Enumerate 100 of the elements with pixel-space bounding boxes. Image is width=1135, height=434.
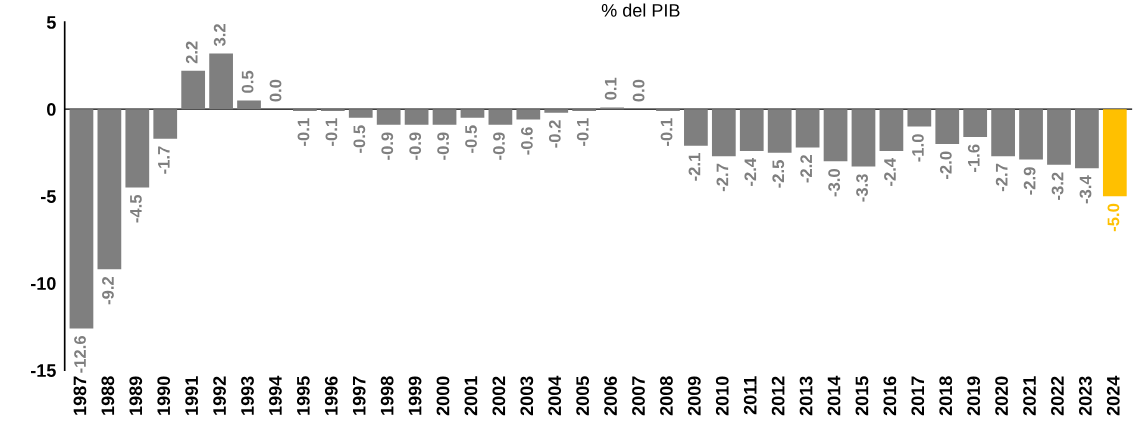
data-label: -3.3 xyxy=(856,174,868,202)
bar xyxy=(209,53,233,110)
x-tick-label: 2017 xyxy=(911,376,925,416)
bar xyxy=(739,109,764,151)
x-tick-label: 1998 xyxy=(380,376,394,415)
x-tick-label: 2001 xyxy=(464,376,478,416)
data-label: -2.1 xyxy=(688,153,701,181)
x-tick-label: 1992 xyxy=(213,376,226,415)
bar xyxy=(432,109,457,125)
x-tick-label: 2020 xyxy=(995,376,1008,416)
data-label: -0.6 xyxy=(520,127,533,155)
chart-title: % del PIB xyxy=(601,3,680,17)
x-tick-label: 1991 xyxy=(185,376,199,415)
bar xyxy=(991,109,1015,157)
bar xyxy=(544,109,569,113)
x-tick-label: 2018 xyxy=(939,376,953,416)
x-tick-label: 2006 xyxy=(604,376,617,416)
bar xyxy=(404,109,429,125)
y-tick-label: 0 xyxy=(47,103,56,116)
x-tick-label: 2005 xyxy=(576,376,590,416)
bar xyxy=(97,109,122,270)
bar xyxy=(237,100,261,110)
x-tick-label: 1993 xyxy=(241,376,254,415)
x-tick-label: 2009 xyxy=(687,376,701,416)
data-label: -0.1 xyxy=(660,118,673,146)
y-tick-label: 5 xyxy=(46,16,56,29)
data-label: -2.2 xyxy=(800,155,812,183)
data-label: -0.9 xyxy=(493,132,505,160)
x-tick-label: 2013 xyxy=(799,376,813,416)
data-label: -0.5 xyxy=(465,125,477,153)
x-tick-label: 2008 xyxy=(660,376,673,416)
bar xyxy=(348,109,373,118)
data-label: -0.9 xyxy=(437,132,450,160)
x-tick-label: 1996 xyxy=(324,376,338,415)
data-label: -4.5 xyxy=(130,194,142,223)
x-tick-label: 1988 xyxy=(101,376,115,415)
bar xyxy=(125,109,150,188)
x-tick-label: 2022 xyxy=(1051,376,1064,416)
x-tick-label: 2023 xyxy=(1078,376,1092,416)
bar xyxy=(1075,109,1099,169)
data-label: -2.7 xyxy=(716,163,729,192)
data-label: 0.0 xyxy=(632,79,645,102)
data-label: -2.7 xyxy=(995,163,1008,192)
x-tick-label: 2015 xyxy=(855,376,869,416)
data-label: 3.2 xyxy=(213,24,226,47)
x-tick-label: 2010 xyxy=(715,376,729,416)
x-tick-label: 2007 xyxy=(632,376,645,416)
x-tick-label: 1989 xyxy=(129,376,143,415)
bar xyxy=(460,109,485,118)
data-label: -2.9 xyxy=(1023,167,1036,195)
data-label: 2.2 xyxy=(185,41,198,64)
bar xyxy=(879,109,904,151)
bar xyxy=(935,109,960,144)
y-tick-label: -5 xyxy=(41,190,56,203)
x-tick-label: 2004 xyxy=(548,375,562,416)
data-label: -1.6 xyxy=(967,144,980,173)
bar xyxy=(488,109,513,125)
data-label: -2.5 xyxy=(772,160,785,188)
bar xyxy=(684,109,708,146)
bar xyxy=(711,109,736,157)
x-tick-label: 1987 xyxy=(73,376,87,415)
data-label: -2.4 xyxy=(884,157,896,186)
bar xyxy=(1102,109,1127,197)
x-tick-label: 2014 xyxy=(827,375,841,416)
x-tick-label: 2021 xyxy=(1023,376,1036,416)
bar xyxy=(181,70,206,110)
bar xyxy=(851,109,876,167)
bar xyxy=(1047,109,1071,165)
x-tick-label: 1997 xyxy=(352,376,366,415)
x-tick-label: 2024 xyxy=(1106,375,1120,416)
x-tick-label: 1994 xyxy=(269,375,282,415)
data-label: -2.4 xyxy=(744,157,757,186)
data-label: -1.0 xyxy=(912,134,924,162)
bar xyxy=(1019,109,1043,160)
data-label: -5.0 xyxy=(1107,203,1120,232)
data-label: -0.5 xyxy=(353,125,366,153)
bar xyxy=(795,109,820,148)
x-tick-label: 2000 xyxy=(436,376,450,416)
x-tick-label: 2003 xyxy=(520,376,534,416)
bar xyxy=(963,109,988,137)
bar xyxy=(153,109,178,139)
x-tick-label: 2011 xyxy=(743,376,757,415)
data-label: -1.7 xyxy=(158,146,170,174)
x-tick-label: 1999 xyxy=(408,376,422,415)
data-label: 0.5 xyxy=(241,70,254,93)
data-label: -0.9 xyxy=(381,132,394,160)
bar xyxy=(767,109,792,153)
data-label: -0.2 xyxy=(548,120,561,148)
data-label: -9.2 xyxy=(102,276,114,305)
data-label: -0.9 xyxy=(409,132,422,160)
x-tick-label: 2019 xyxy=(967,376,981,416)
data-label: -0.1 xyxy=(576,118,589,146)
x-tick-label: 1990 xyxy=(157,376,171,415)
x-tick-label: 2012 xyxy=(771,376,785,416)
data-label: 0.1 xyxy=(604,77,617,100)
data-label: -0.1 xyxy=(325,118,338,146)
x-tick-label: 2002 xyxy=(492,376,506,416)
y-tick-label: -15 xyxy=(30,364,56,377)
data-label: -2.0 xyxy=(939,151,952,179)
data-label: -3.4 xyxy=(1079,175,1092,204)
